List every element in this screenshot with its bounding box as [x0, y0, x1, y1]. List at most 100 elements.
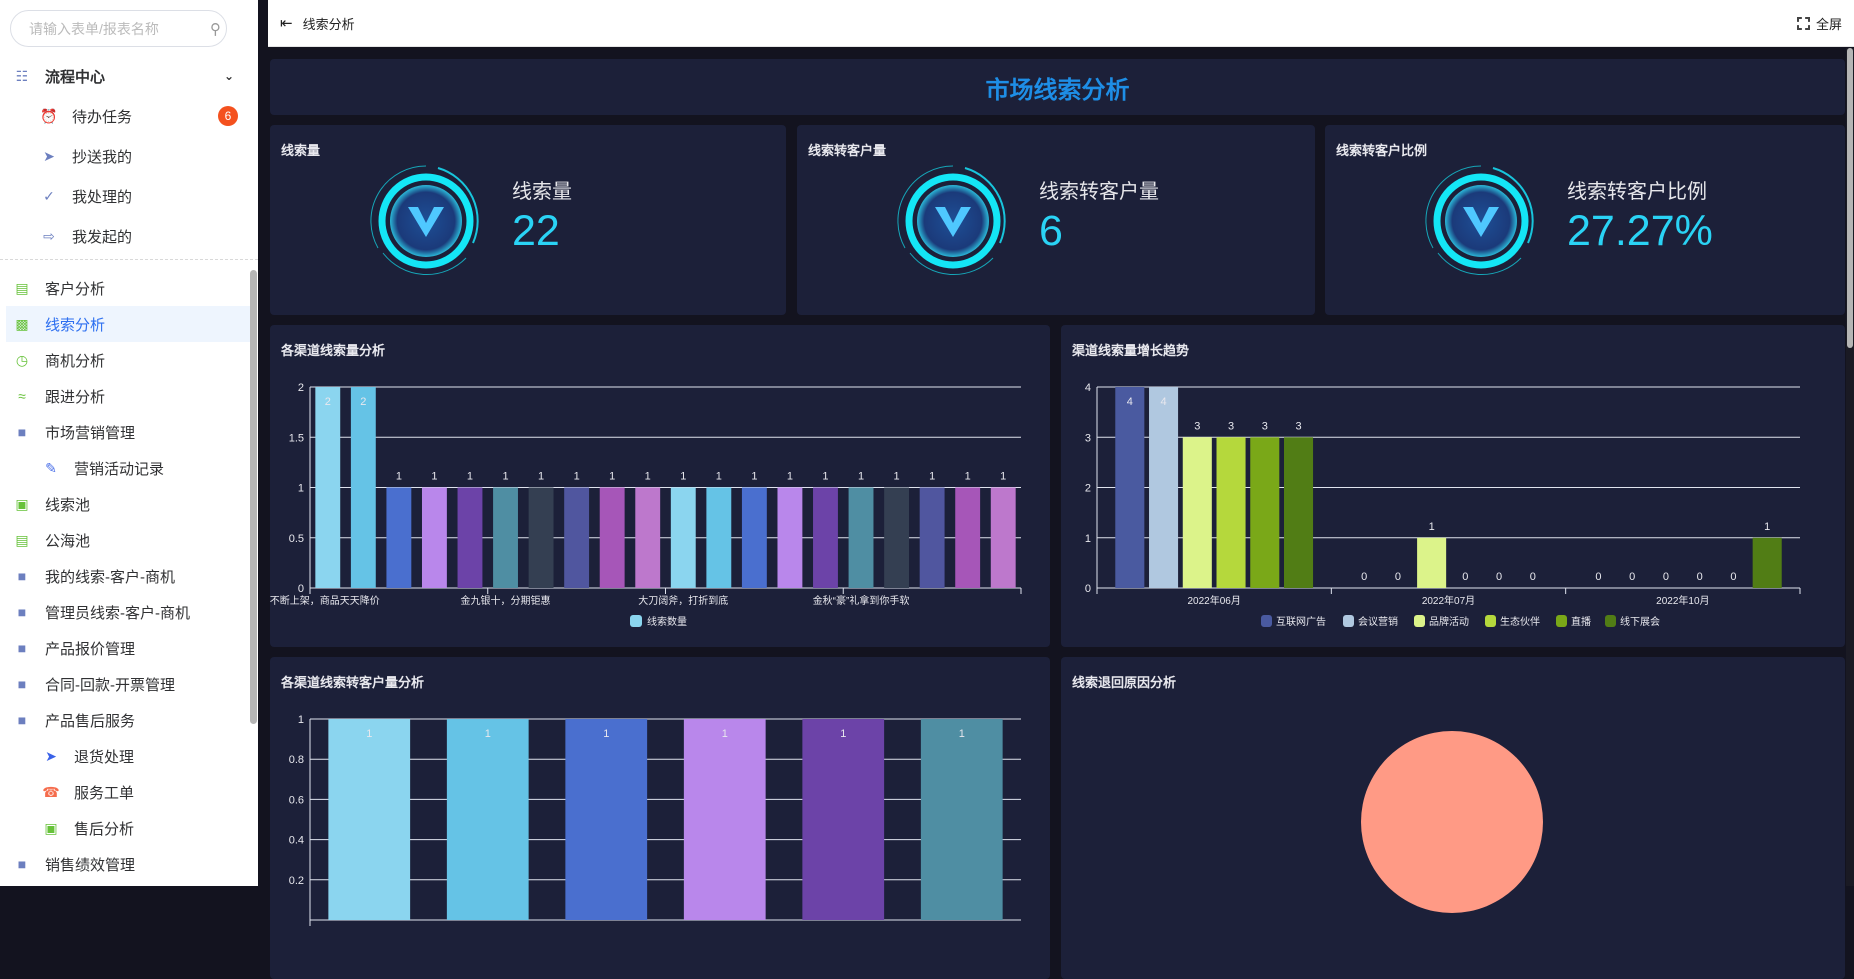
- data-label: 0: [1530, 571, 1536, 583]
- data-label: 1: [787, 471, 793, 483]
- sidebar-item-label: 跟进分析: [45, 388, 106, 406]
- data-label: 1: [822, 471, 828, 483]
- bar: [802, 719, 885, 920]
- count-badge: 6: [218, 106, 238, 126]
- v-logo-icon: [897, 165, 1006, 275]
- bar: [328, 719, 411, 920]
- bar: [421, 487, 447, 588]
- bar: [777, 487, 803, 588]
- bar: [350, 387, 376, 588]
- sidebar-item[interactable]: ▤ 客户分析: [0, 270, 250, 306]
- kpi-label: 线索转客户比例: [1567, 181, 1707, 203]
- chart-title: 各渠道线索量分析: [281, 343, 386, 358]
- sidebar-item[interactable]: ✓ 我处理的: [0, 178, 250, 214]
- bar: [813, 487, 838, 588]
- sidebar-item-label: 市场营销管理: [45, 424, 136, 442]
- bar: [1149, 387, 1179, 588]
- data-label: 1: [467, 471, 473, 483]
- search-icon[interactable]: ⚲: [210, 20, 221, 38]
- legend-label: 生态伙伴: [1500, 615, 1540, 628]
- data-label: 1: [396, 471, 402, 483]
- contact-card-icon: ▤: [15, 531, 29, 548]
- content-scrollbar[interactable]: [1846, 48, 1854, 886]
- data-label: 1: [722, 728, 728, 740]
- sidebar-item[interactable]: ➤ 抄送我的: [0, 138, 250, 174]
- sidebar-item[interactable]: ▣ 售后分析: [0, 810, 250, 846]
- sidebar-item[interactable]: ■ 市场营销管理: [0, 414, 250, 450]
- sidebar-item-label: 客户分析: [45, 280, 106, 298]
- y-tick-label: 0.4: [289, 835, 304, 847]
- data-label: 1: [603, 728, 609, 740]
- bar: [493, 487, 518, 588]
- data-label: 1: [965, 471, 971, 483]
- fullscreen-button[interactable]: 全屏: [1796, 14, 1842, 33]
- legend-label: 线下展会: [1620, 615, 1660, 628]
- data-label: 0: [1462, 571, 1468, 583]
- sidebar-item[interactable]: ▣ 线索池: [0, 486, 250, 522]
- sidebar-item[interactable]: ■ 产品售后服务: [0, 702, 250, 738]
- cart-icon: ▣: [44, 819, 58, 836]
- sidebar-item[interactable]: ✎ 营销活动记录: [0, 450, 250, 486]
- data-label: 1: [1000, 471, 1006, 483]
- chart-title: 线索退回原因分析: [1072, 675, 1177, 690]
- presentation-icon: ▣: [15, 495, 29, 512]
- legend-swatch: [1343, 615, 1354, 627]
- data-label: 1: [645, 471, 651, 483]
- sidebar-item[interactable]: ➤ 退货处理: [0, 738, 250, 774]
- data-label: 1: [502, 471, 508, 483]
- sidebar-item[interactable]: ■ 销售绩效管理: [0, 846, 250, 882]
- sidebar-scrollbar[interactable]: [250, 270, 257, 724]
- bar: [683, 719, 766, 920]
- bar: [315, 387, 341, 588]
- folder-icon: ■: [17, 568, 27, 584]
- bar: [1216, 437, 1246, 588]
- x-tick-label: 金九银十，分期钜惠: [461, 594, 551, 607]
- data-label: 3: [1194, 420, 1200, 432]
- folder-icon: ■: [17, 604, 27, 620]
- data-label: 0: [1730, 571, 1736, 583]
- legend-label: 会议营销: [1358, 615, 1398, 628]
- bar: [884, 487, 910, 588]
- sidebar-item[interactable]: ▩ 线索分析: [6, 306, 250, 342]
- legend-swatch: [1556, 615, 1567, 627]
- contact-card-icon: ▤: [15, 279, 29, 296]
- sidebar-item[interactable]: ■ 产品报价管理: [0, 630, 250, 666]
- sidebar-group-process-center[interactable]: ☷ 流程中心 ⌄: [0, 58, 250, 94]
- folder-open-icon: ■: [17, 712, 27, 728]
- sidebar-item[interactable]: ≈ 跟进分析: [0, 378, 250, 414]
- sidebar-item[interactable]: ⇨ 我发起的: [0, 218, 250, 254]
- bar: [670, 487, 696, 588]
- header: ⇤ 线索分析 全屏: [268, 0, 1854, 47]
- data-label: 1: [1429, 521, 1435, 533]
- sidebar-item[interactable]: ■ 管理员线索-客户-商机: [0, 594, 250, 630]
- sidebar-item[interactable]: ■ 合同-回款-开票管理: [0, 666, 250, 702]
- sidebar-item[interactable]: ⏰ 待办任务 6: [0, 98, 250, 134]
- document-export-icon: ⇨: [43, 227, 55, 244]
- y-tick-label: 2: [298, 382, 304, 394]
- y-tick-label: 4: [1085, 382, 1091, 394]
- sidebar-item-label: 我的线索-客户-商机: [45, 568, 175, 586]
- sidebar-item-label: 待办任务: [72, 108, 133, 126]
- sidebar-group-label: 流程中心: [45, 68, 106, 86]
- sidebar-item[interactable]: ◷ 商机分析: [0, 342, 250, 378]
- kpi-value: 6: [1039, 207, 1063, 255]
- sidebar-item[interactable]: ☎ 服务工单: [0, 774, 250, 810]
- bar: [564, 487, 590, 588]
- alarm-clock-icon: ⏰: [40, 107, 58, 124]
- search-input[interactable]: [29, 20, 210, 37]
- fullscreen-icon: [1796, 16, 1810, 30]
- data-label: 1: [858, 471, 864, 483]
- chart-card: 各渠道线索转客户量分析 0.2 0.4 0.6 0.8 1 1 1 1 1 1 1: [270, 657, 1050, 979]
- data-label: 1: [574, 471, 580, 483]
- chart: 0 1 2 3 4 2022年06月 4 4 3 3 3 3 2022年07月 0 0 1 0 0 0 2022年10…: [1085, 382, 1801, 628]
- bar: [599, 487, 625, 588]
- sidebar-item[interactable]: ■ 我的线索-客户-商机: [0, 558, 250, 594]
- legend-swatch: [1261, 615, 1272, 627]
- collapse-menu-icon[interactable]: ⇤: [280, 15, 293, 32]
- folder-open-icon: ■: [17, 856, 27, 872]
- card-title: 线索转客户比例: [1336, 143, 1428, 158]
- data-label: 1: [431, 471, 437, 483]
- chevron-down-icon: ⌄: [223, 69, 234, 83]
- sidebar-item-label: 公海池: [45, 532, 91, 550]
- sidebar-item[interactable]: ▤ 公海池: [0, 522, 250, 558]
